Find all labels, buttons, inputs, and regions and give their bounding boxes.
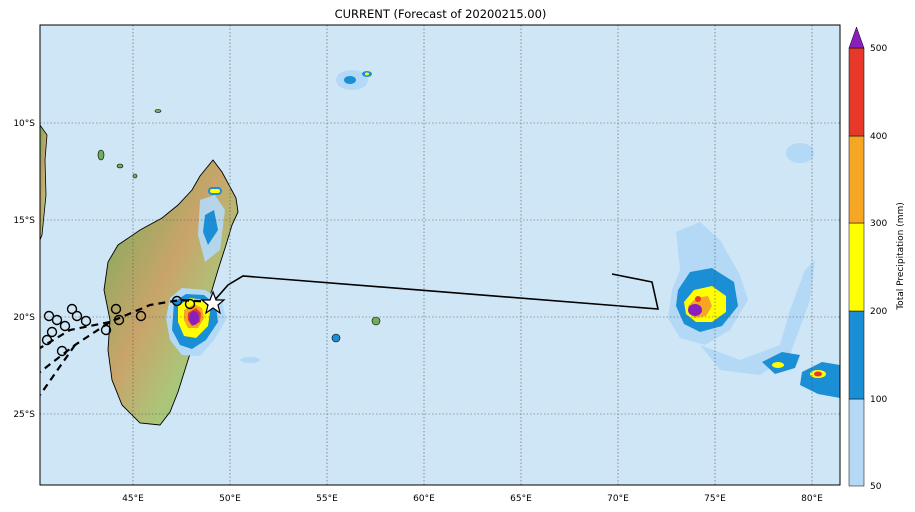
mayotte-island <box>132 173 138 179</box>
mauritius-island <box>371 316 381 326</box>
seychelles-island <box>154 109 162 113</box>
rain-region-fareast-1-high <box>772 362 784 368</box>
x-tick-label: 45°E <box>122 494 144 504</box>
rain-region-scatter-1 <box>786 143 814 163</box>
colorbar-segment-300-400 <box>848 135 865 224</box>
storm-track-dashed-3 <box>40 344 76 396</box>
colorbar-tick-label: 100 <box>870 395 887 405</box>
map-title: CURRENT (Forecast of 20200215.00) <box>334 7 547 21</box>
colorbar-tick-label: 300 <box>870 219 887 229</box>
map-gridlines <box>40 25 840 485</box>
x-tick-label: 80°E <box>801 494 823 504</box>
rain-region-north-high <box>365 72 369 76</box>
colorbar-segment-50-100 <box>848 398 865 487</box>
colorbar-tick-label: 500 <box>870 44 887 54</box>
colorbar-segment-100-200 <box>848 310 865 400</box>
rain-region-fareast-2 <box>800 362 840 398</box>
storm-position-markers <box>41 295 196 357</box>
storm-track-dashed <box>40 298 214 373</box>
africa-coast <box>40 124 48 241</box>
y-tick-label: 25°S <box>13 410 35 420</box>
comoros-island <box>97 149 105 161</box>
x-tick-label: 55°E <box>316 494 338 504</box>
x-tick-label: 75°E <box>704 494 726 504</box>
latitude-tick-labels: 10°S 15°S 20°S 25°S <box>13 119 35 420</box>
rain-region-fareast-2-peak <box>814 371 822 377</box>
rain-region-scatter-2 <box>240 357 260 363</box>
y-tick-label: 10°S <box>13 119 35 129</box>
storm-track-dashed-2 <box>40 320 111 349</box>
reunion-island <box>331 333 341 343</box>
x-tick-label: 60°E <box>413 494 435 504</box>
storm-track-solid <box>212 273 660 310</box>
rain-core-cyclone-east <box>688 304 702 316</box>
colorbar: 50 100 200 300 400 500 Total Precipitati… <box>848 26 906 492</box>
x-tick-label: 70°E <box>607 494 629 504</box>
x-tick-label: 50°E <box>219 494 241 504</box>
colorbar-tick-label: 200 <box>870 307 887 317</box>
colorbar-tick-label: 400 <box>870 132 887 142</box>
rain-region-north-mid <box>344 76 356 84</box>
y-tick-label: 20°S <box>13 313 35 323</box>
rain-band-cyclone-east <box>700 260 815 375</box>
rain-spot-madagascar-north <box>208 187 222 195</box>
rain-region-madagascar-north-mid <box>203 210 218 245</box>
colorbar-segment-200-300 <box>848 222 865 312</box>
longitude-tick-labels: 45°E 50°E 55°E 60°E 65°E 70°E 75°E 80°E <box>122 494 823 504</box>
colorbar-extend-arrow <box>848 26 865 49</box>
map-frame <box>39 24 841 486</box>
colorbar-segment-400-500 <box>848 47 865 137</box>
colorbar-tick-label: 50 <box>870 482 882 492</box>
y-tick-label: 15°S <box>13 216 35 226</box>
rain-core-madagascar <box>189 311 199 325</box>
colorbar-label: Total Precipitation (mm) <box>896 202 906 311</box>
x-tick-label: 65°E <box>510 494 532 504</box>
storm-current-position-star <box>200 290 226 315</box>
comoros-island-2 <box>116 163 124 169</box>
rain-spot-cyclone-east <box>695 296 701 302</box>
